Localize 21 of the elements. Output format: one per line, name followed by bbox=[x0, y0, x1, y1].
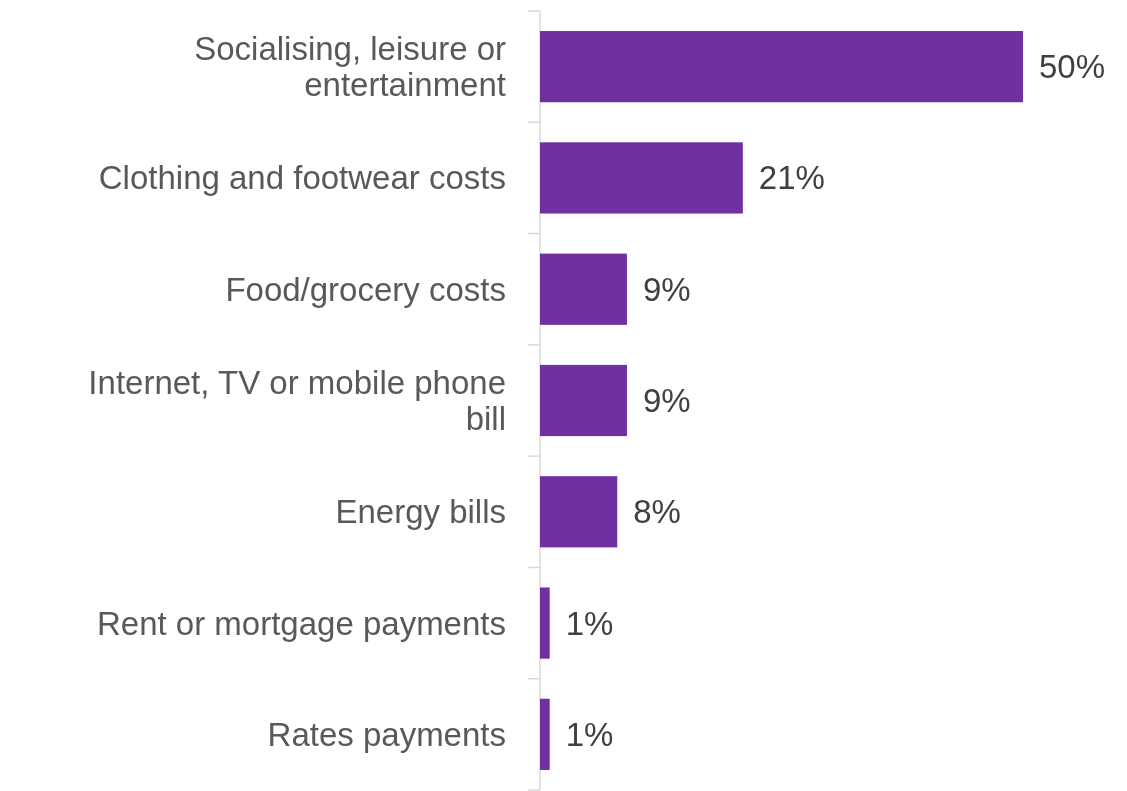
data-label: 8% bbox=[633, 493, 681, 531]
bar bbox=[540, 698, 550, 770]
y-tick-label: Energy bills bbox=[335, 493, 506, 531]
bar bbox=[540, 476, 618, 548]
data-label: 1% bbox=[565, 604, 614, 642]
data-label: 1% bbox=[565, 715, 614, 753]
y-tick-label: Socialising, leisure or entertainment bbox=[194, 30, 507, 104]
y-tick-label: Rent or mortgage payments bbox=[96, 604, 506, 642]
y-tick-label: Clothing and footwear costs bbox=[98, 159, 506, 197]
data-label: 9% bbox=[642, 382, 691, 420]
data-label: 9% bbox=[642, 270, 691, 308]
y-tick-label: Food/grocery costs bbox=[225, 270, 506, 308]
bar bbox=[540, 31, 1023, 103]
bar bbox=[540, 253, 627, 325]
data-label: 21% bbox=[758, 159, 825, 197]
bar bbox=[540, 142, 743, 214]
bar bbox=[540, 587, 550, 659]
y-tick-label: Internet, TV or mobile phone bill bbox=[88, 364, 506, 438]
data-label: 50% bbox=[1039, 48, 1106, 86]
y-tick-label: Rates payments bbox=[267, 715, 506, 753]
bar bbox=[540, 364, 627, 437]
